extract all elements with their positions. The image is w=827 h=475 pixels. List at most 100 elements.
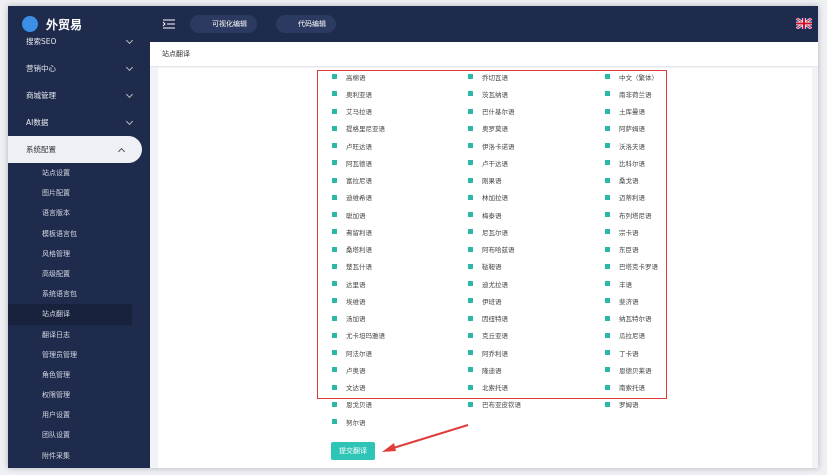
- language-option[interactable]: 文达语: [332, 379, 468, 396]
- language-option[interactable]: 巴塔克卡罗语: [605, 258, 672, 275]
- language-option[interactable]: 奥利亚语: [332, 85, 468, 102]
- language-option[interactable]: 瓜拉尼语: [605, 327, 672, 344]
- checkbox[interactable]: [332, 91, 337, 97]
- checkbox[interactable]: [468, 315, 473, 321]
- breadcrumb-tab[interactable]: 站点翻译: [162, 50, 190, 58]
- checkbox[interactable]: [332, 315, 337, 321]
- checkbox[interactable]: [605, 246, 610, 252]
- checkbox[interactable]: [605, 298, 610, 304]
- checkbox[interactable]: [468, 212, 473, 218]
- submenu-item[interactable]: 用户设置: [42, 411, 70, 420]
- submenu-item[interactable]: 站点设置: [42, 169, 70, 177]
- language-option[interactable]: 东臣语: [605, 241, 672, 258]
- submenu-item[interactable]: 角色管理: [42, 370, 70, 379]
- checkbox[interactable]: [605, 229, 610, 235]
- checkbox[interactable]: [605, 332, 610, 338]
- language-option[interactable]: 南非荷兰语: [605, 85, 672, 102]
- submenu-item[interactable]: 语言版本: [42, 209, 70, 218]
- language-option[interactable]: 弗留利语: [332, 223, 468, 240]
- flag[interactable]: [796, 18, 812, 29]
- checkbox[interactable]: [332, 263, 337, 269]
- language-option[interactable]: 提格里尼亚语: [332, 120, 468, 137]
- language-option[interactable]: 迈蒂利语: [605, 189, 672, 206]
- menu-item[interactable]: 搜索SEO: [8, 28, 150, 55]
- language-option[interactable]: 斐济语: [605, 292, 672, 309]
- checkbox[interactable]: [332, 143, 337, 149]
- checkbox[interactable]: [468, 194, 473, 200]
- submit-button[interactable]: 提交翻译: [331, 442, 375, 460]
- checkbox[interactable]: [605, 350, 610, 356]
- checkbox[interactable]: [332, 125, 337, 131]
- checkbox[interactable]: [332, 246, 337, 252]
- checkbox[interactable]: [468, 298, 473, 304]
- checkbox[interactable]: [468, 384, 473, 390]
- checkbox[interactable]: [605, 143, 610, 149]
- checkbox[interactable]: [332, 160, 337, 166]
- menu-item[interactable]: 营销中心: [8, 55, 150, 82]
- checkbox[interactable]: [332, 332, 337, 338]
- language-option[interactable]: 丰语: [605, 275, 672, 292]
- checkbox[interactable]: [605, 160, 610, 166]
- submenu-item[interactable]: 高级配置: [42, 269, 70, 278]
- language-option[interactable]: 桑塔利语: [332, 241, 468, 258]
- language-option[interactable]: 布列塔尼语: [605, 206, 672, 223]
- checkbox[interactable]: [332, 367, 337, 373]
- menu-toggle[interactable]: [162, 18, 176, 30]
- language-option[interactable]: 宗卡语: [605, 223, 672, 240]
- submenu-item[interactable]: 管理员管理: [42, 350, 77, 359]
- submenu-item[interactable]: 附件采集: [42, 451, 70, 460]
- top-button[interactable]: 代码编辑: [276, 15, 336, 33]
- language-option[interactable]: 伊班语: [468, 292, 605, 309]
- checkbox[interactable]: [332, 108, 337, 114]
- checkbox[interactable]: [468, 350, 473, 356]
- checkbox[interactable]: [468, 229, 473, 235]
- checkbox[interactable]: [332, 194, 337, 200]
- checkbox[interactable]: [468, 108, 473, 114]
- submenu-item[interactable]: 模板语言包: [42, 229, 77, 238]
- language-option[interactable]: 阿乔利语: [468, 344, 605, 361]
- checkbox[interactable]: [332, 177, 337, 183]
- language-option[interactable]: 丁卡语: [605, 344, 672, 361]
- language-option[interactable]: 阿布哈兹语: [468, 241, 605, 258]
- menu-item[interactable]: AI数据: [8, 109, 150, 136]
- checkbox[interactable]: [605, 125, 610, 131]
- submenu-item[interactable]: 图片配置: [42, 189, 70, 198]
- menu-item[interactable]: 商城管理: [8, 82, 150, 109]
- language-option[interactable]: 迪尤拉语: [468, 275, 605, 292]
- checkbox[interactable]: [605, 315, 610, 321]
- language-option[interactable]: 因纽特语: [468, 310, 605, 327]
- language-option[interactable]: 鞑靼语: [468, 258, 605, 275]
- checkbox[interactable]: [605, 281, 610, 287]
- language-option[interactable]: 卢奥语: [332, 361, 468, 378]
- menu-item[interactable]: 系统配置: [8, 136, 142, 163]
- top-button[interactable]: 可视化编辑: [190, 15, 257, 33]
- language-option[interactable]: 阿萨姆语: [605, 120, 672, 137]
- checkbox[interactable]: [468, 367, 473, 373]
- checkbox[interactable]: [468, 281, 473, 287]
- language-option[interactable]: 尤卡坦玛雅语: [332, 327, 468, 344]
- submenu-item[interactable]: 权限管理: [42, 391, 70, 400]
- language-option[interactable]: 楚瓦什语: [332, 258, 468, 275]
- language-option[interactable]: 阿法尔语: [332, 344, 468, 361]
- checkbox[interactable]: [468, 160, 473, 166]
- language-option[interactable]: 达里语: [332, 275, 468, 292]
- language-option[interactable]: 高棉语: [332, 68, 468, 85]
- checkbox[interactable]: [468, 74, 473, 80]
- checkbox[interactable]: [332, 401, 337, 407]
- language-option[interactable]: 艾马拉语: [332, 103, 468, 120]
- language-option[interactable]: 富拉尼语: [332, 172, 468, 189]
- submenu-item[interactable]: 翻译日志: [42, 330, 70, 339]
- language-option[interactable]: 巴布亚皮钦语: [468, 396, 605, 413]
- language-option[interactable]: 尼瓦尔语: [468, 223, 605, 240]
- checkbox[interactable]: [468, 401, 473, 407]
- checkbox[interactable]: [605, 91, 610, 97]
- language-option[interactable]: 伊洛卡诺语: [468, 137, 605, 154]
- language-option[interactable]: 南索托语: [605, 379, 672, 396]
- language-option[interactable]: 纳瓦特尔语: [605, 310, 672, 327]
- checkbox[interactable]: [468, 263, 473, 269]
- language-option[interactable]: 中文（繁体）: [605, 68, 672, 85]
- language-option[interactable]: 奥罗莫语: [468, 120, 605, 137]
- checkbox[interactable]: [468, 143, 473, 149]
- checkbox[interactable]: [468, 125, 473, 131]
- language-option[interactable]: 汤加语: [332, 310, 468, 327]
